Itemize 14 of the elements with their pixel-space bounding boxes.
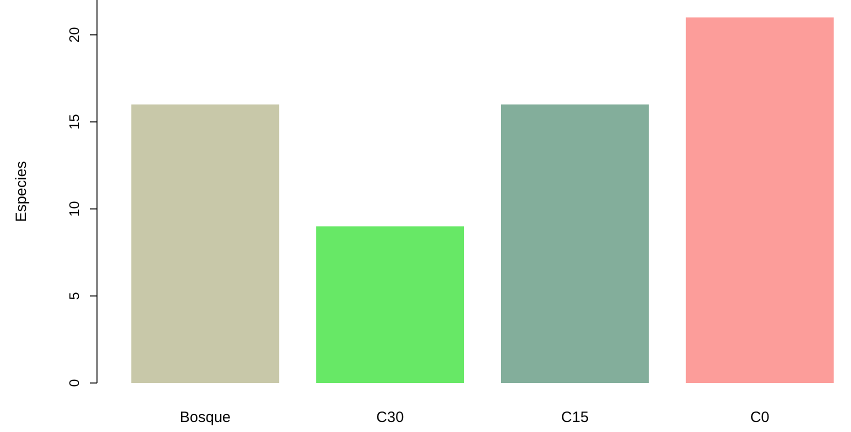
y-axis-title: Especies: [13, 161, 30, 222]
x-tick-label: C0: [750, 409, 770, 426]
bar: [500, 104, 649, 383]
y-tick-label: 0: [66, 378, 82, 387]
y-tick-label: 20: [66, 26, 82, 43]
bar: [131, 104, 280, 383]
x-tick-label: C30: [376, 409, 404, 426]
y-tick-label: 5: [66, 292, 82, 300]
x-tick-label: Bosque: [180, 409, 231, 426]
bar: [316, 226, 464, 383]
y-tick-label: 10: [66, 200, 82, 217]
x-tick-label: C15: [561, 409, 589, 426]
y-tick-label: 15: [66, 114, 82, 130]
bar: [686, 17, 834, 383]
